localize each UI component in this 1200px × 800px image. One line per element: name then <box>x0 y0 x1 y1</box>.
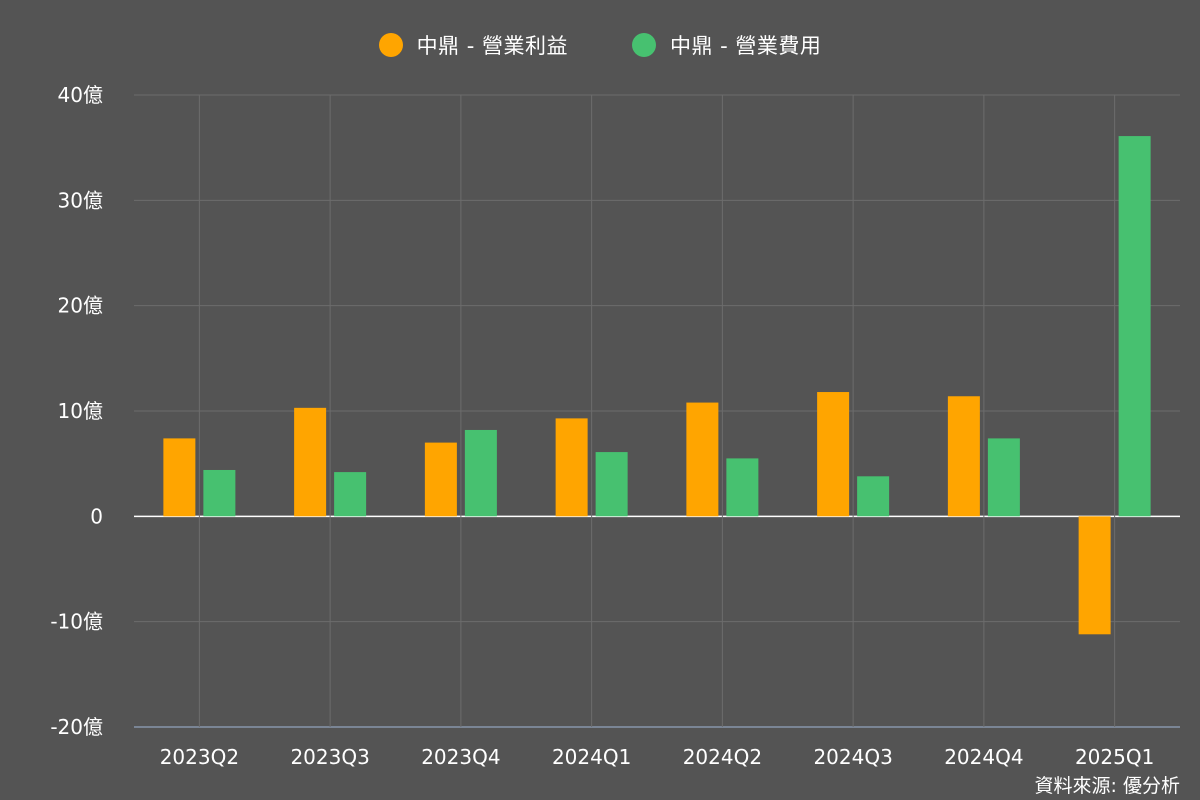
y-tick-label: -20億 <box>50 715 103 739</box>
x-tick-label: 2023Q3 <box>290 745 369 769</box>
source-note: 資料來源: 優分析 <box>1034 775 1180 797</box>
x-tick-label: 2024Q4 <box>944 745 1023 769</box>
y-tick-label: 30億 <box>58 188 103 212</box>
bar-operating-income <box>817 392 850 517</box>
y-tick-label: 40億 <box>58 83 103 107</box>
x-tick-label: 2024Q1 <box>552 745 631 769</box>
x-tick-label: 2024Q2 <box>683 745 762 769</box>
bar-operating-expense <box>334 472 367 517</box>
legend-dot-operating-expense <box>632 33 656 57</box>
bar-operating-income <box>163 438 196 517</box>
y-tick-label: 10億 <box>58 399 103 423</box>
x-tick-label: 2023Q2 <box>160 745 239 769</box>
bar-operating-expense <box>726 458 759 517</box>
bar-operating-income <box>686 402 719 517</box>
bar-operating-income <box>424 442 457 517</box>
y-tick-label: -10億 <box>50 610 103 634</box>
y-tick-label: 20億 <box>58 294 103 318</box>
chart-legend: 中鼎 - 營業利益 中鼎 - 營業費用 <box>0 30 1200 60</box>
x-tick-label: 2024Q3 <box>813 745 892 769</box>
legend-label-operating-income: 中鼎 - 營業利益 <box>416 34 568 58</box>
bar-operating-expense <box>987 438 1020 517</box>
legend-dot-operating-income <box>378 33 403 57</box>
legend-item-operating-income[interactable]: 中鼎 - 營業利益 <box>378 30 568 60</box>
bar-operating-income <box>947 396 980 517</box>
bar-operating-income <box>294 407 327 517</box>
bar-operating-expense <box>203 469 236 517</box>
x-tick-label: 2025Q1 <box>1075 745 1154 769</box>
bar-operating-expense <box>464 429 497 517</box>
bar-operating-income <box>555 418 588 517</box>
bar-operating-expense <box>1118 136 1151 517</box>
legend-item-operating-expense[interactable]: 中鼎 - 營業費用 <box>632 30 821 60</box>
bar-operating-expense <box>857 476 890 517</box>
bar-operating-expense <box>595 452 628 517</box>
bar-operating-income <box>1078 516 1111 635</box>
x-tick-label: 2023Q4 <box>421 745 500 769</box>
legend-label-operating-expense: 中鼎 - 營業費用 <box>670 34 822 58</box>
y-tick-label: 0 <box>90 504 103 528</box>
